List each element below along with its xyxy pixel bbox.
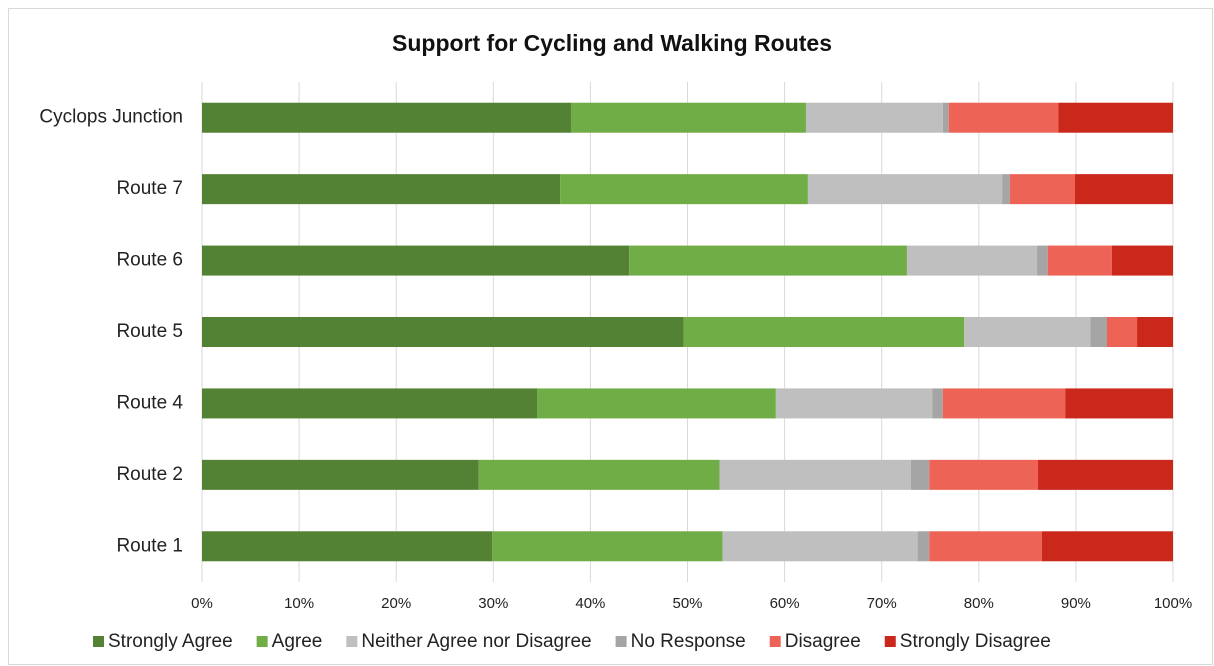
legend-swatch [884,636,896,647]
bar-segment [202,174,561,205]
bar-segment [1065,388,1173,419]
bar-segment [202,459,479,490]
bar-segment [942,102,949,133]
bar-segment [964,317,1091,347]
bar-segment [629,245,907,276]
bar-segment [932,388,943,419]
x-tick-label: 60% [770,595,800,612]
bar-segment [942,388,1066,419]
bar-segment [492,531,723,562]
bar-segment [775,388,933,419]
bar-segment [1106,317,1138,347]
bar-segment [560,174,808,205]
x-tick-label: 100% [1154,595,1192,612]
legend-label: Agree [272,631,323,652]
legend-swatch [256,636,268,647]
bar-segment [807,174,1003,205]
bar-segment [202,531,493,562]
bar-segment [1058,102,1173,133]
x-tick-label: 70% [867,595,897,612]
y-tick-label: Cyclops Junction [39,107,183,128]
bar-segment [1041,531,1173,562]
x-tick-label: 80% [964,595,994,612]
x-tick-label: 30% [478,595,508,612]
y-tick-label: Route 5 [116,321,183,342]
bar-segment [1037,245,1048,276]
x-tick-label: 20% [381,595,411,612]
bar-segment [805,102,943,133]
bar-segment [202,102,571,133]
bar-segment [202,317,684,347]
x-tick-label: 40% [575,595,605,612]
legend-label: Strongly Disagree [900,631,1051,652]
bar-segment [1111,245,1173,276]
bar-segment [948,102,1059,133]
legend-swatch [615,636,627,647]
legend-label: Strongly Agree [108,631,233,652]
x-tick-label: 90% [1061,595,1091,612]
legend-swatch [346,636,358,647]
bar-segment [719,459,911,490]
bar-segment [570,102,806,133]
bar-segment [1038,459,1173,490]
y-tick-label: Route 6 [116,250,183,271]
bar-segment [929,531,1042,562]
legend-label: No Response [631,631,746,652]
y-tick-label: Route 4 [116,392,183,413]
bar-segment [722,531,918,562]
bar-segment [910,459,930,490]
bar-segment [202,245,630,276]
x-tick-label: 50% [672,595,702,612]
y-tick-label: Route 2 [116,464,183,485]
legend-label: Disagree [785,631,861,652]
legend-swatch [769,636,781,647]
x-tick-label: 0% [191,595,213,612]
bar-segment [1009,174,1075,205]
bar-segment [917,531,930,562]
x-tick-label: 10% [284,595,314,612]
legend-swatch [93,636,104,647]
bar-segment [1137,317,1173,347]
bar-segment [683,317,965,347]
bar-segment [1090,317,1107,347]
bar-segment [202,388,537,419]
bar-segment [1047,245,1112,276]
y-tick-label: Route 1 [116,535,183,556]
bar-segment [536,388,776,419]
bar-segment [1002,174,1010,205]
legend-label: Neither Agree nor Disagree [361,631,591,652]
bar-segment [1074,174,1173,205]
bar-segment [478,459,720,490]
bar-segment [929,459,1039,490]
chart-title: Support for Cycling and Walking Routes [392,30,832,56]
bar-segment [906,245,1038,276]
y-tick-label: Route 7 [116,178,183,199]
